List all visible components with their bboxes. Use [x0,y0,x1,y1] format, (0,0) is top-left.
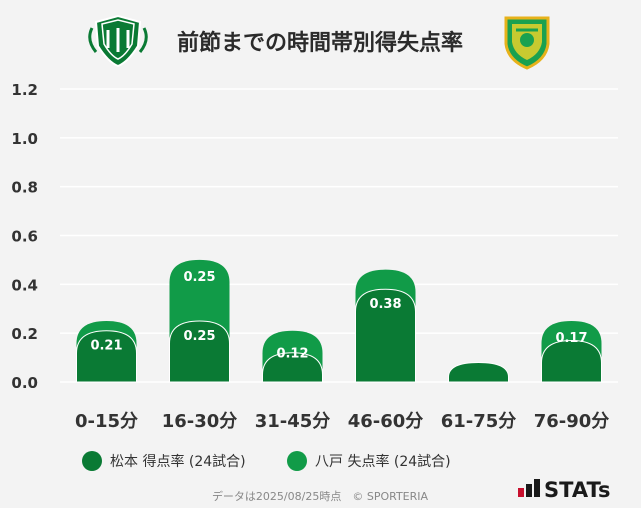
legend-label-hachinohe: 八戸 失点率 (24試合) [315,453,451,470]
bars [76,259,602,383]
y-tick-label: 0.8 [11,179,38,197]
legend-label-matsumoto: 松本 得点率 (24試合) [110,453,246,470]
bar-matsumoto [262,352,323,383]
bar-matsumoto [76,330,137,383]
bar-matsumoto [448,361,509,383]
footer-note: データは2025/08/25時点 © SPORTERIA [212,489,429,503]
gridlines [60,88,618,383]
x-tick-label: 76-90分 [534,411,610,432]
x-tick-label: 61-75分 [441,411,517,432]
y-axis-ticks: 0.0 0.2 0.4 0.6 0.8 1.0 1.2 [11,81,38,392]
x-tick-label: 0-15分 [75,411,138,432]
data-label-hachinohe: 0.12 [276,347,308,362]
y-tick-label: 1.2 [11,81,38,99]
x-tick-label: 16-30分 [162,411,238,432]
bar-matsumoto [169,320,230,383]
legend-swatch-hachinohe [287,451,307,471]
y-tick-label: 0.6 [11,228,38,246]
right-logo [504,16,550,70]
bar-matsumoto [541,339,602,383]
y-tick-label: 1.0 [11,130,38,148]
legend-swatch-matsumoto [82,451,102,471]
y-tick-label: 0.0 [11,374,38,392]
bar-matsumoto [355,288,416,383]
x-tick-label: 46-60分 [348,411,424,432]
data-label-hachinohe: 0.17 [555,331,587,346]
data-label-matsumoto: 0.25 [183,329,215,344]
x-axis-ticks: 0-15分 16-30分 31-45分 46-60分 61-75分 76-90分 [75,411,609,432]
stats-bars-icon [518,479,540,497]
stats-brand: STATs [544,478,610,502]
data-label-matsumoto: 0.38 [369,297,401,312]
legend: 松本 得点率 (24試合) 八戸 失点率 (24試合) [82,451,451,471]
data-labels: 0.21 0.25 0.25 0.12 0.38 0.17 [90,270,587,362]
y-tick-label: 0.2 [11,325,38,343]
chart-title: 前節までの時間帯別得失点率 [177,30,463,56]
data-label-matsumoto: 0.21 [90,339,122,354]
y-tick-label: 0.4 [11,276,38,294]
x-tick-label: 31-45分 [255,411,331,432]
left-logo [88,14,148,68]
data-label-hachinohe: 0.25 [183,270,215,285]
